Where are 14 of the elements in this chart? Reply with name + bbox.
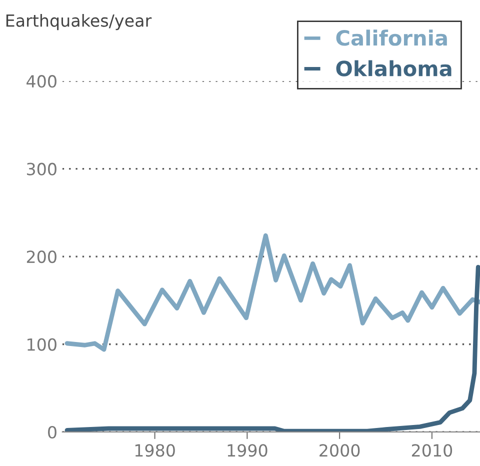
legend-label: California [336,30,447,46]
x-tick-label: 2000 [320,444,360,457]
x-tick-label: 2010 [412,444,452,457]
x-tick-label: 1980 [135,444,175,457]
y-tick-label: 300 [26,162,56,176]
line-series [64,264,480,432]
line-series [64,233,480,352]
y-tick-label: 400 [26,75,56,88]
legend-label: Oklahoma [336,60,452,76]
y-tick-label: 200 [26,250,56,264]
y-tick-label: 100 [28,338,56,351]
y-tick-label: 0 [48,426,56,439]
x-tick-label: 1990 [228,444,268,457]
y-axis-title: Earthquakes/year [6,14,152,30]
